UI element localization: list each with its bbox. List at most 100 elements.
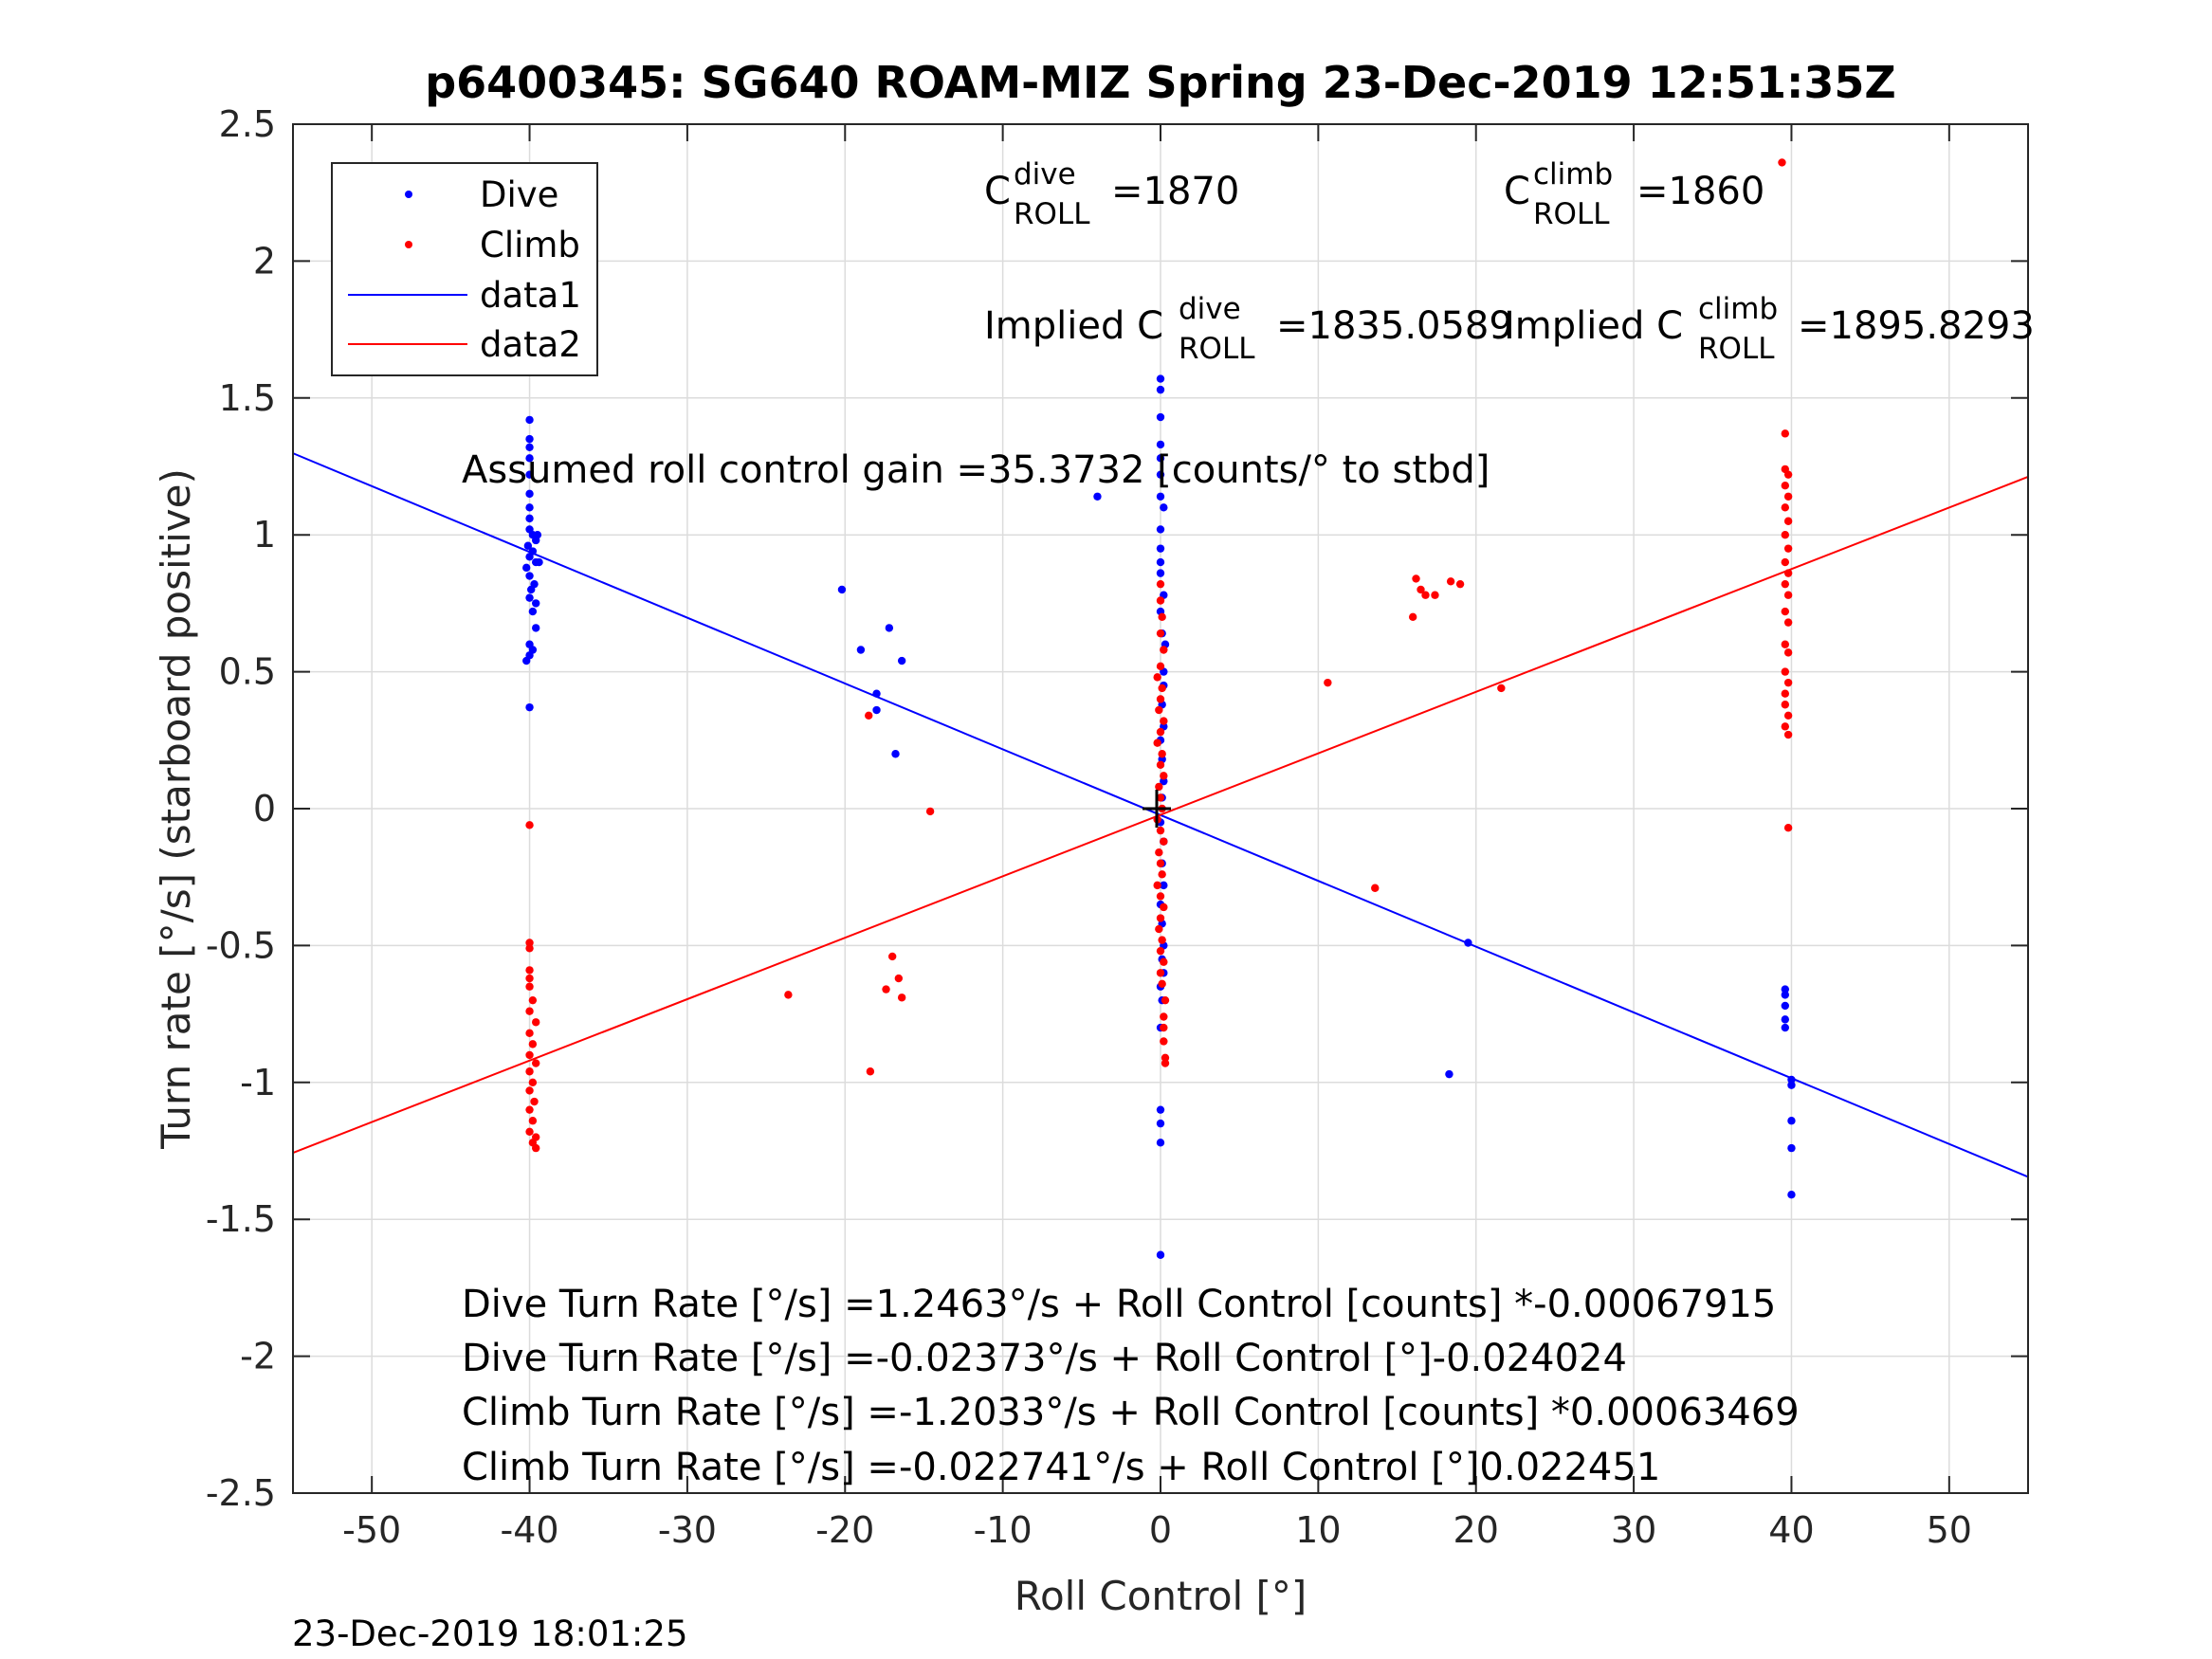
x-tick-label: 10 [1295, 1509, 1341, 1551]
c-roll-dive-annotation: C dive ROLL =1870 [984, 157, 1239, 231]
climb-point [1160, 1023, 1168, 1032]
climb-point [525, 1127, 534, 1136]
equation-climb-degrees: Climb Turn Rate [°/s] =-0.022741°/s + Ro… [462, 1446, 1660, 1489]
dive-point [525, 514, 534, 523]
y-tick-label: 1 [253, 514, 276, 556]
dive-point [532, 599, 540, 608]
climb-point [1783, 648, 1793, 657]
climb-point [525, 1007, 534, 1015]
legend-label-data2: data2 [480, 324, 581, 365]
climb-point [525, 821, 534, 830]
dive-point [1156, 492, 1165, 501]
climb-point [1778, 158, 1786, 167]
climb-point [1156, 662, 1165, 671]
climb-point [1158, 684, 1166, 693]
dive-point [1156, 385, 1165, 394]
climb-point [1781, 722, 1790, 731]
dive-point [525, 434, 534, 444]
c-roll-climb-annotation: C climb ROLL =1860 [1504, 157, 1764, 231]
dive-point [1156, 557, 1165, 567]
climb-point [894, 974, 904, 983]
climb-point [1781, 557, 1790, 567]
dive-point [1093, 492, 1102, 501]
dive-point [897, 656, 906, 665]
dive-point [837, 585, 847, 594]
implied-climb-sub: ROLL [1698, 332, 1775, 366]
climb-point [784, 991, 793, 999]
dive-point [535, 557, 543, 567]
climb-point [1153, 881, 1161, 890]
climb-point [1155, 848, 1163, 857]
climb-point [1155, 924, 1163, 934]
x-axis-label: Roll Control [°] [1015, 1573, 1307, 1619]
climb-point [1156, 969, 1165, 977]
climb-point [532, 1143, 540, 1153]
climb-point [1160, 717, 1168, 725]
implied-dive-value: =1835.0589 [1276, 304, 1513, 348]
climb-point [528, 1040, 538, 1048]
climb-point [530, 1097, 539, 1106]
climb-point [1160, 1012, 1168, 1021]
y-tick-label: 2 [253, 240, 276, 282]
climb-point [1781, 482, 1790, 490]
dive-point [525, 572, 534, 580]
climb-point [1161, 995, 1170, 1005]
legend-box [331, 162, 598, 376]
dive-point [1156, 569, 1165, 577]
data2-fit-line [292, 476, 2029, 1154]
c-roll-dive-value: =1870 [1111, 170, 1239, 213]
equation-dive-degrees: Dive Turn Rate [°/s] =-0.02373°/s + Roll… [462, 1337, 1627, 1380]
y-tick-label: -1.5 [206, 1198, 276, 1240]
x-tick-label: 0 [1149, 1509, 1172, 1551]
climb-point [1408, 612, 1417, 622]
c-roll-dive-sub: ROLL [1014, 197, 1090, 231]
climb-point [1421, 591, 1430, 599]
climb-point [1781, 640, 1790, 648]
dive-point [1781, 985, 1790, 994]
climb-point [1783, 618, 1793, 627]
climb-point [528, 1078, 538, 1087]
climb-point [1156, 629, 1165, 638]
climb-point [1156, 695, 1165, 703]
dive-point [1156, 454, 1165, 463]
legend-label-climb: Climb [480, 225, 580, 265]
dive-point [525, 489, 534, 499]
legend-marker-dive [405, 191, 412, 198]
figure-timestamp: 23-Dec-2019 18:01:25 [292, 1613, 687, 1654]
dive-point [525, 443, 534, 451]
climb-point [525, 1050, 534, 1060]
legend: Dive Climb data1 data2 [331, 162, 598, 376]
climb-point [1446, 577, 1455, 586]
climb-point [1781, 607, 1790, 616]
y-tick-label: -1 [240, 1062, 276, 1103]
climb-point [1324, 678, 1332, 687]
climb-point [866, 1067, 875, 1076]
climb-point [1160, 646, 1168, 654]
dive-point [533, 531, 542, 539]
climb-point [1156, 579, 1165, 589]
climb-point [525, 974, 534, 983]
dive-point [525, 470, 534, 479]
c-roll-dive-sup: dive [1014, 157, 1076, 191]
dive-point [523, 541, 533, 550]
climb-point [1783, 591, 1793, 599]
dive-point [525, 702, 534, 712]
climb-point [525, 939, 534, 947]
equation-dive-counts: Dive Turn Rate [°/s] =1.2463°/s + Roll C… [462, 1283, 1776, 1326]
dive-point [1445, 1069, 1453, 1079]
climb-point [1155, 705, 1163, 715]
dive-point [1160, 503, 1168, 512]
climb-point [1781, 531, 1790, 539]
climb-point [1371, 884, 1380, 892]
dive-point [872, 705, 881, 715]
c-roll-climb-sub: ROLL [1533, 197, 1610, 231]
c-roll-climb-value: =1860 [1636, 170, 1764, 213]
climb-point [525, 1029, 534, 1038]
implied-climb-annotation: Implied C climb ROLL =1895.8293 [1504, 292, 2035, 366]
dive-point [527, 585, 536, 594]
climb-point [1455, 579, 1465, 589]
gain-annotation: Assumed roll control gain =35.3732 [coun… [462, 448, 1490, 492]
dive-point [1156, 412, 1165, 422]
dive-point [1781, 1015, 1790, 1024]
climb-point [1781, 503, 1790, 512]
